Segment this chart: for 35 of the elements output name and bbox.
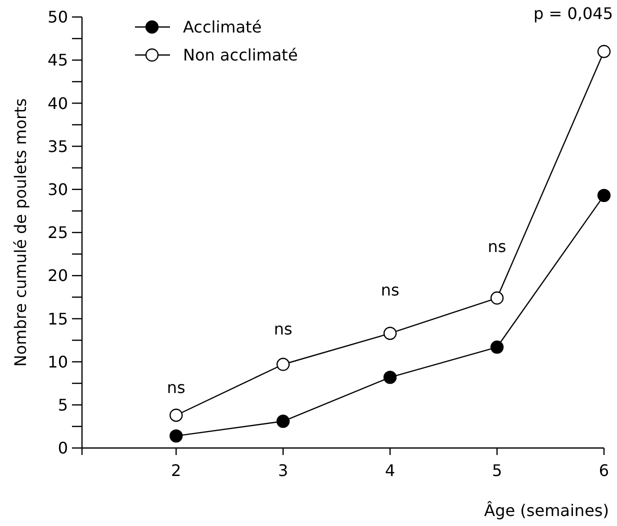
x-tick-label: 2 xyxy=(171,461,182,480)
y-tick-label: 45 xyxy=(48,50,68,70)
annotation: p = 0,045 xyxy=(533,4,613,23)
y-tick-label: 40 xyxy=(48,94,68,113)
x-tick-label: 6 xyxy=(598,461,610,480)
y-tick-label: 0 xyxy=(58,438,68,458)
y-tick-label: 10 xyxy=(48,352,68,372)
y-tick-label: 35 xyxy=(48,136,68,156)
x-tick-label: 3 xyxy=(278,461,288,480)
y-tick-label: 15 xyxy=(48,309,68,328)
point xyxy=(597,44,611,58)
y-tick-label: 30 xyxy=(48,180,68,199)
point xyxy=(383,326,397,340)
point xyxy=(170,429,183,443)
point xyxy=(276,358,290,371)
y-tick-label: 25 xyxy=(48,223,68,242)
point xyxy=(490,291,504,305)
legend-label: Non acclimaté xyxy=(183,46,298,65)
point xyxy=(276,414,290,428)
y-tick-label: 20 xyxy=(48,266,68,286)
annotation: ns xyxy=(166,378,186,398)
point xyxy=(490,340,504,354)
point xyxy=(170,408,183,422)
y-tick-label: 5 xyxy=(58,396,68,414)
x-tick-label: 4 xyxy=(384,461,396,480)
point xyxy=(597,188,611,202)
y-tick-label: 50 xyxy=(48,8,68,27)
point xyxy=(383,370,397,384)
annotation: ns xyxy=(488,237,506,256)
annotation: ns xyxy=(274,319,292,338)
y-axis-title: Nombre cumulé de poulets morts xyxy=(11,98,30,367)
annotation: ns xyxy=(380,280,400,300)
x-tick-label: 5 xyxy=(492,461,502,480)
x-axis-title: Âge (semaines) xyxy=(484,501,609,520)
legend-label: Acclimaté xyxy=(183,18,262,37)
